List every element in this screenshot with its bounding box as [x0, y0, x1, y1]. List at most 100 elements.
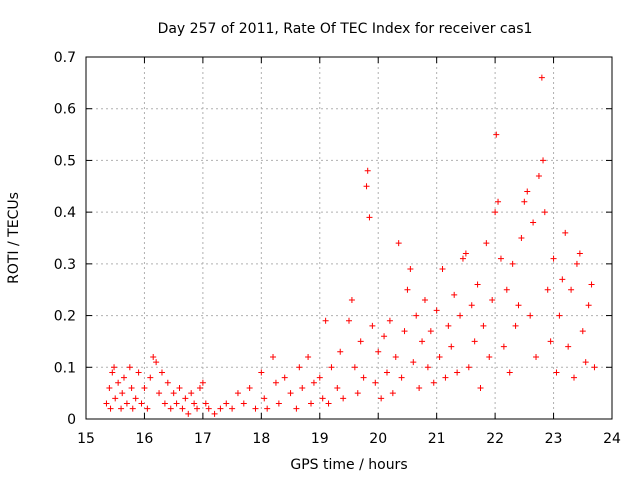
y-tick-label: 0.7 — [54, 50, 76, 66]
data-point — [395, 240, 402, 247]
data-point — [194, 405, 201, 412]
data-point — [518, 235, 525, 241]
data-point — [369, 322, 376, 329]
data-point — [119, 390, 126, 397]
data-point — [401, 328, 408, 335]
data-point — [170, 390, 177, 397]
y-tick-label: 0.5 — [54, 153, 76, 169]
data-point — [495, 198, 502, 205]
data-point — [433, 307, 440, 314]
data-point — [565, 343, 572, 350]
grid — [86, 57, 612, 419]
data-point — [556, 312, 563, 319]
data-point — [389, 390, 396, 397]
data-point — [179, 405, 186, 412]
data-point — [378, 395, 385, 402]
data-point — [474, 281, 481, 288]
data-point — [547, 338, 554, 345]
x-tick-label: 18 — [252, 431, 270, 447]
y-tick-label: 0.2 — [54, 309, 76, 325]
data-point — [573, 260, 580, 267]
data-point — [512, 322, 519, 329]
data-point — [156, 390, 163, 397]
data-point — [372, 379, 379, 386]
data-point — [541, 209, 548, 216]
data-point — [281, 374, 288, 381]
data-point — [106, 384, 113, 391]
data-point — [128, 384, 135, 391]
data-point — [351, 364, 358, 371]
data-point — [480, 322, 487, 329]
data-point — [340, 395, 347, 402]
x-axis-title: GPS time / hours — [290, 457, 407, 473]
data-point — [462, 250, 469, 257]
data-point — [229, 405, 236, 412]
data-point — [553, 369, 560, 376]
data-point — [103, 400, 110, 407]
data-point — [328, 364, 335, 371]
data-point — [407, 266, 414, 273]
y-tick-label: 0.6 — [54, 102, 76, 118]
x-tick-label: 16 — [136, 431, 154, 447]
data-point — [454, 369, 461, 376]
data-point — [493, 131, 500, 138]
data-point — [588, 281, 595, 288]
data-point — [442, 374, 449, 381]
data-point — [264, 405, 271, 412]
data-point — [559, 276, 566, 283]
data-point — [211, 410, 218, 417]
data-point — [305, 353, 312, 360]
data-point — [141, 384, 148, 391]
plot-frame — [85, 56, 613, 420]
x-tick-label: 15 — [77, 431, 95, 447]
data-point — [459, 255, 466, 262]
data-point — [272, 379, 279, 386]
data-point — [132, 395, 139, 402]
data-point — [107, 405, 114, 412]
data-point — [188, 390, 195, 397]
data-point — [299, 384, 306, 391]
data-point — [164, 379, 171, 386]
x-tick-label: 23 — [545, 431, 563, 447]
data-point — [424, 364, 431, 371]
chart-title: Day 257 of 2011, Rate Of TEC Index for r… — [158, 21, 533, 37]
data-point — [582, 359, 589, 366]
data-point — [337, 348, 344, 355]
data-point — [410, 359, 417, 366]
data-point — [176, 384, 183, 391]
data-point — [346, 317, 352, 324]
data-point — [497, 255, 504, 262]
data-point — [538, 74, 545, 81]
data-point — [544, 286, 551, 293]
data-point — [381, 333, 388, 340]
data-point — [375, 348, 382, 355]
data-point — [392, 353, 399, 360]
data-point — [515, 302, 522, 309]
data-point — [500, 343, 507, 350]
data-point — [287, 390, 294, 397]
data-point — [240, 400, 247, 407]
data-point — [223, 400, 230, 407]
data-point — [316, 374, 323, 381]
data-point — [234, 390, 241, 397]
data-point — [138, 400, 145, 407]
data-point — [477, 384, 484, 391]
axes-ticks: 15 16 17 18 19 20 21 22 23 24 0 0.1 0.2 0.3 0.4 0.5 0.6 0… — [54, 50, 621, 447]
data-point — [293, 405, 300, 412]
data-point — [319, 395, 326, 402]
data-point — [576, 250, 583, 257]
data-point — [129, 405, 136, 412]
x-tick-label: 17 — [194, 431, 212, 447]
data-point — [120, 374, 127, 381]
data-point — [506, 369, 513, 376]
data-point — [386, 317, 393, 324]
data-point — [111, 364, 118, 371]
data-point — [217, 405, 224, 412]
data-point — [445, 322, 452, 329]
x-tick-label: 24 — [603, 431, 621, 447]
data-point — [416, 384, 423, 391]
data-point — [167, 405, 174, 412]
data-point — [275, 400, 282, 407]
data-point — [153, 359, 160, 366]
